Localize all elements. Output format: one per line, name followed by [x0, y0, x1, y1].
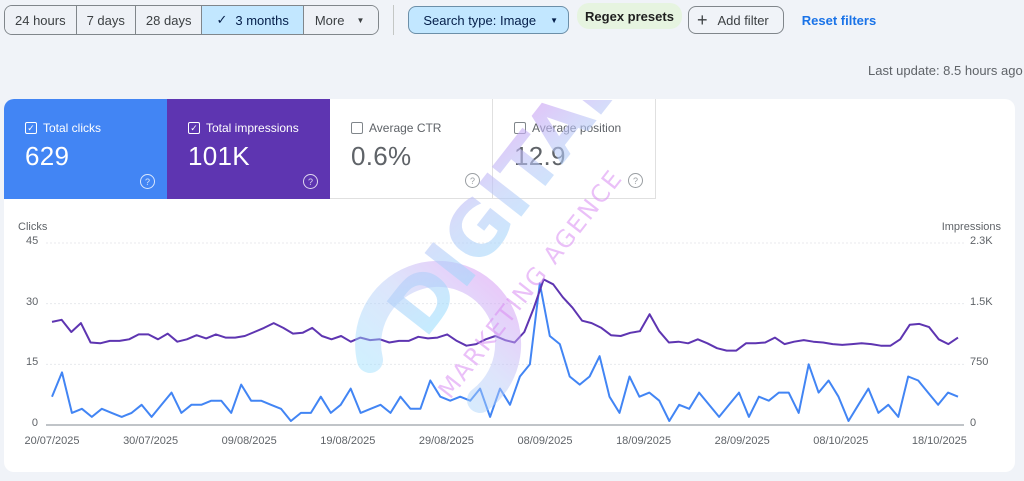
date-range-label: 24 hours: [15, 12, 66, 28]
regex-presets-label: Regex presets: [585, 8, 674, 24]
metric-label: Average CTR: [369, 121, 442, 135]
add-filter-label: Add filter: [717, 12, 769, 28]
metrics-filler: [656, 99, 1015, 199]
plus-icon: +: [696, 10, 708, 30]
dropdown-caret-icon: ▼: [356, 15, 365, 25]
date-range-more[interactable]: More ▼: [303, 6, 379, 34]
checkbox-unchecked-icon[interactable]: [351, 122, 363, 134]
metric-tiles: ✓ Total clicks 629 ? ✓ Total impressions 1…: [4, 99, 1015, 199]
checkbox-checked-icon[interactable]: ✓: [25, 122, 37, 134]
y-axis-title-impressions: Impressions: [941, 221, 1001, 233]
y-tick-left: 15: [26, 356, 39, 369]
date-range-selector: 24 hours 7 days 28 days ✓ 3 months More ▼: [4, 5, 380, 35]
metric-value: 12.9: [514, 141, 566, 171]
last-update-text: Last update: 8.5 hours ago: [868, 63, 1023, 78]
checkbox-checked-icon[interactable]: ✓: [188, 122, 200, 134]
metric-value: 629: [25, 141, 70, 171]
metric-value: 101K: [188, 141, 250, 171]
x-tick: 08/10/2025: [813, 435, 869, 447]
x-tick: 29/08/2025: [418, 435, 474, 447]
date-range-24-hours[interactable]: 24 hours: [5, 6, 77, 34]
date-range-label: 7 days: [86, 12, 125, 28]
regex-presets-button[interactable]: Regex presets: [577, 3, 682, 29]
date-range-3-months[interactable]: ✓ 3 months: [202, 6, 304, 34]
performance-card: ✓ Total clicks 629 ? ✓ Total impressions 1…: [4, 99, 1015, 472]
metric-label: Total clicks: [43, 121, 102, 135]
date-range-label: 3 months: [235, 12, 289, 28]
x-tick: 19/08/2025: [320, 435, 376, 447]
add-filter-button[interactable]: + Add filter: [687, 6, 784, 34]
x-tick: 28/09/2025: [714, 435, 770, 447]
performance-chart[interactable]: Clicks Impressions 0 0 15 750 30 1.5K 45 2.3K 20…: [4, 199, 1015, 472]
date-range-28-days[interactable]: 28 days: [135, 6, 203, 34]
checkmark-icon: ✓: [216, 12, 228, 27]
date-range-7-days[interactable]: 7 days: [76, 6, 136, 34]
metric-total-clicks[interactable]: ✓ Total clicks 629 ?: [4, 99, 167, 199]
y-tick-left: 0: [31, 417, 38, 429]
metric-value: 0.6%: [351, 141, 412, 171]
metric-total-impressions[interactable]: ✓ Total impressions 101K ?: [167, 99, 330, 199]
help-icon[interactable]: ?: [303, 174, 318, 189]
search-type-label: Search type: Image: [423, 12, 537, 28]
y-tick-right: 750: [970, 356, 989, 369]
dropdown-caret-icon: ▼: [550, 15, 559, 25]
date-range-label: 28 days: [145, 12, 192, 28]
x-tick: 18/10/2025: [911, 435, 967, 447]
metric-label: Average position: [532, 121, 622, 135]
chart-plot: [46, 242, 964, 426]
y-tick-left: 45: [26, 235, 39, 247]
y-axis-title-clicks: Clicks: [18, 221, 48, 233]
filter-toolbar: 24 hours 7 days 28 days ✓ 3 months More ▼ …: [4, 3, 877, 35]
toolbar-divider: [393, 5, 395, 35]
x-tick: 18/09/2025: [616, 435, 672, 447]
y-tick-right: 1.5K: [970, 295, 993, 308]
x-tick: 08/09/2025: [517, 435, 573, 447]
date-range-label: More: [314, 12, 345, 28]
x-tick: 20/07/2025: [24, 435, 80, 447]
y-tick-right: 0: [970, 417, 977, 429]
metric-label: Total impressions: [206, 121, 299, 135]
search-type-dropdown[interactable]: Search type: Image ▼: [408, 6, 570, 34]
help-icon[interactable]: ?: [140, 174, 155, 189]
reset-filters-link[interactable]: Reset filters: [801, 12, 877, 28]
help-icon[interactable]: ?: [628, 173, 643, 188]
checkbox-unchecked-icon[interactable]: [514, 122, 526, 134]
impressions-line: [51, 278, 959, 352]
metric-average-position[interactable]: Average position 12.9 ?: [493, 99, 656, 199]
y-tick-right: 2.3K: [970, 235, 993, 247]
x-tick: 30/07/2025: [123, 435, 179, 447]
help-icon[interactable]: ?: [465, 173, 480, 188]
metric-average-ctr[interactable]: Average CTR 0.6% ?: [330, 99, 493, 199]
y-tick-left: 30: [26, 295, 39, 308]
x-tick: 09/08/2025: [221, 435, 277, 447]
